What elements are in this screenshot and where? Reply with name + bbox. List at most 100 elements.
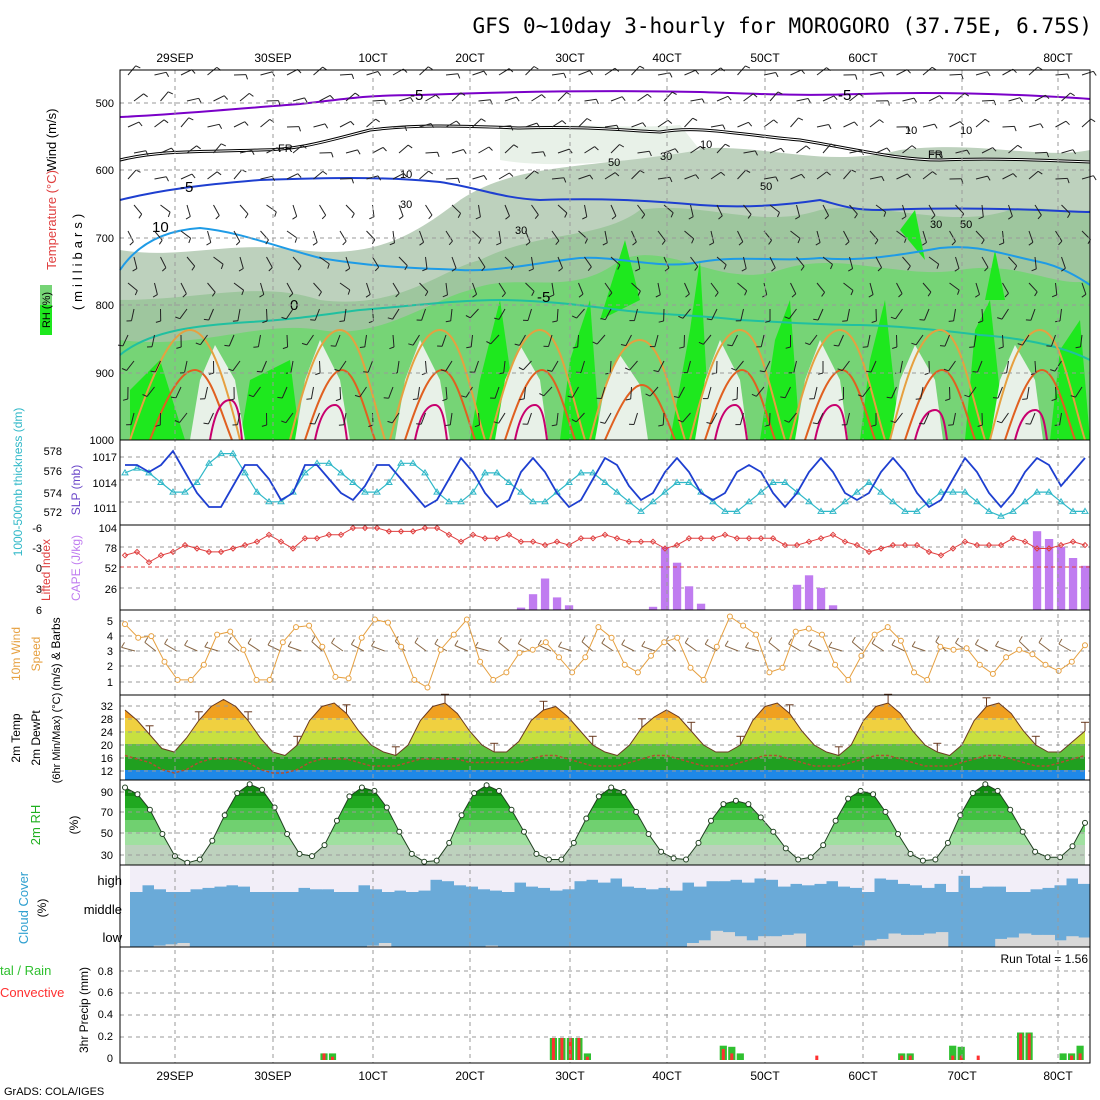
lifted-index-point <box>325 531 333 539</box>
wind-barb <box>949 230 956 242</box>
wind-barb-feather <box>244 121 249 126</box>
cloud-high-bar <box>706 865 719 882</box>
wind-barb-feather <box>978 216 984 220</box>
wind-barb-feather <box>350 639 355 645</box>
rh-point <box>1069 843 1076 850</box>
wind-barb <box>199 334 208 345</box>
wind-barb-feather <box>191 265 196 271</box>
top-date-label: 50CT <box>750 51 780 65</box>
wind-barb <box>690 204 694 217</box>
wind-barb-feather <box>943 368 949 372</box>
wind-speed-point <box>700 676 707 683</box>
rh-point <box>683 856 689 863</box>
rh-point <box>309 853 315 860</box>
wind-barb-feather <box>281 420 287 424</box>
wind-barb <box>498 412 506 424</box>
wind-barb <box>784 386 791 399</box>
wind-speed-point <box>1042 661 1049 668</box>
wind-speed-point <box>950 646 957 653</box>
wind-barb <box>504 144 515 154</box>
wind-barb <box>769 147 782 154</box>
wind-barb <box>843 230 850 242</box>
wind-barb <box>743 256 747 269</box>
rh-point <box>296 850 303 857</box>
wind-barb-feather <box>278 100 281 106</box>
wind-barb-feather <box>1051 398 1057 402</box>
wind-barb-feather <box>1045 94 1050 100</box>
wind-barb <box>398 256 408 266</box>
wind-barb <box>1050 334 1056 347</box>
wind-barb <box>596 334 606 345</box>
thickness-point <box>445 497 453 505</box>
thickness-tick: 574 <box>44 488 62 500</box>
wind-barb <box>649 386 659 397</box>
rh-point <box>845 795 852 802</box>
wind-barb <box>760 334 765 347</box>
wind-barb-feather <box>974 639 979 645</box>
lifted-index-point <box>1045 545 1053 552</box>
wind-barb-feather <box>1072 149 1077 155</box>
wind-barb-feather <box>121 642 125 648</box>
thickness-point <box>841 497 849 505</box>
wind-barb-feather <box>773 119 778 124</box>
thickness-point <box>169 488 177 495</box>
wind-barb <box>525 122 537 128</box>
rh-point <box>284 831 291 837</box>
wind-barb <box>180 173 193 180</box>
wind-barb <box>445 230 453 242</box>
wind-barb <box>237 412 241 425</box>
wind-speed-point <box>174 676 181 683</box>
contour-label: 30 <box>660 151 672 163</box>
wind-barb <box>716 256 727 266</box>
lifted-index-point <box>505 531 513 539</box>
wind-barb <box>894 412 903 423</box>
wind-speed-point <box>884 624 891 631</box>
wind-barb-feather <box>1075 346 1081 349</box>
wind-speed-point <box>556 654 562 661</box>
wind-speed-point <box>595 624 602 631</box>
warm-contour <box>129 328 1086 441</box>
contour-label: 30 <box>930 219 942 231</box>
wind-barb <box>425 360 427 374</box>
wind-barb-feather <box>1028 241 1034 246</box>
wind-barb-feather <box>498 372 504 375</box>
wind-barb <box>790 69 802 76</box>
wind-barb-feather <box>1031 268 1037 272</box>
wind-barb-feather <box>833 344 839 347</box>
thickness-point <box>949 488 957 495</box>
wind-barb-feather <box>824 215 829 220</box>
wind-barb-feather <box>365 293 371 298</box>
wind-speed-point <box>845 676 852 683</box>
wind-barb <box>665 641 677 652</box>
rh-point <box>558 856 565 863</box>
wind-barb-feather <box>850 290 854 296</box>
wind-barb-feather <box>195 342 201 346</box>
lifted-index-point <box>709 535 717 542</box>
wind-barb <box>843 121 855 128</box>
wind-barb <box>292 97 305 102</box>
wind-barb-feather <box>592 341 598 345</box>
thickness-point <box>889 497 897 505</box>
thickness-point <box>349 478 357 485</box>
rh-point <box>508 806 515 813</box>
wind-barb-feather <box>931 215 936 220</box>
thickness-point <box>433 488 441 495</box>
wind-barb <box>1061 256 1066 269</box>
lifted-index-point <box>865 548 873 556</box>
wind-barb <box>637 204 646 215</box>
wind-barb-feather <box>939 345 946 347</box>
cloud-high-bar <box>658 865 671 888</box>
rh-point <box>408 850 415 857</box>
wind-barb-feather <box>754 150 758 156</box>
thickness-point <box>493 468 501 476</box>
upper-wind-barbs <box>117 65 1097 428</box>
wind-barb-feather <box>563 177 567 183</box>
wind-barb-feather <box>457 73 461 79</box>
wind-barb-feather <box>860 150 864 156</box>
wind-barb <box>846 308 850 321</box>
wind-speed-point <box>805 625 812 632</box>
rh-point <box>757 814 764 821</box>
wind-barb-feather <box>1093 175 1097 181</box>
wind-barb-feather <box>639 170 645 174</box>
wind-barb-feather <box>1040 123 1044 129</box>
